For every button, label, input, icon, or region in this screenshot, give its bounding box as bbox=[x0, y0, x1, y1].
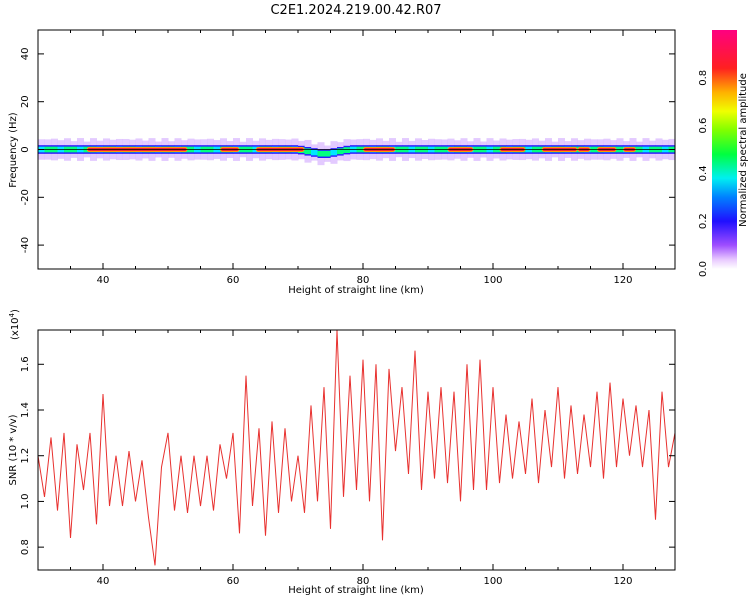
colorbar-tick-label: 0.8 bbox=[698, 70, 709, 86]
heatmap-xtick-label: 100 bbox=[483, 275, 502, 286]
svg-text:(x104): (x104) bbox=[8, 309, 21, 340]
heatmap-ytick-label: 40 bbox=[20, 48, 31, 61]
colorbar-label: Normalized spectral amplitude bbox=[738, 73, 749, 227]
heatmap-panel: 40 60 80 100 120 -40 -20 0 20 40 Height of strai… bbox=[8, 29, 676, 296]
heatmap-core-cell bbox=[317, 150, 325, 157]
heatmap-core-cell bbox=[304, 148, 312, 155]
colorbar-tick-label: 0.4 bbox=[698, 165, 709, 181]
heatmap-core-cell bbox=[343, 147, 351, 153]
snr-xtick-label: 100 bbox=[483, 576, 502, 587]
colorbar-tick-label: 0.0 bbox=[698, 261, 709, 277]
snr-ytick-label: 0.8 bbox=[20, 539, 31, 555]
snr-series-line bbox=[38, 330, 675, 566]
colorbar: 0.0 0.2 0.4 0.6 0.8 Normalized spectral ampl… bbox=[698, 30, 749, 277]
colorbar-tick-label: 0.2 bbox=[698, 213, 709, 229]
colorbar-tick-label: 0.6 bbox=[698, 118, 709, 134]
snr-y-ticks: 0.8 1.0 1.2 1.4 1.6 bbox=[20, 356, 675, 555]
heatmap-xtick-label: 120 bbox=[613, 275, 632, 286]
heatmap-core-cell bbox=[337, 148, 344, 155]
colorbar-ticks: 0.0 0.2 0.4 0.6 0.8 bbox=[698, 70, 709, 277]
colorbar-gradient bbox=[712, 30, 737, 269]
heatmap-ytick-label: -20 bbox=[20, 189, 31, 205]
heatmap-core-cell bbox=[330, 149, 338, 156]
snr-x-ticks: 40 60 80 100 120 bbox=[37, 330, 656, 587]
heatmap-core-cell bbox=[324, 150, 331, 157]
figure-title: C2E1.2024.219.00.42.R07 bbox=[270, 3, 441, 18]
heatmap-core-cell bbox=[311, 149, 318, 156]
snr-scale-note-base: (x10 bbox=[10, 317, 21, 340]
snr-xtick-label: 120 bbox=[613, 576, 632, 587]
snr-line-marks bbox=[38, 330, 675, 566]
snr-scale-note: (x104) bbox=[8, 309, 21, 340]
snr-ytick-label: 1.0 bbox=[20, 493, 31, 509]
heatmap-xtick-label: 40 bbox=[97, 275, 110, 286]
snr-y-axis-label: SNR (10 * v/v) bbox=[8, 414, 19, 485]
snr-ytick-label: 1.6 bbox=[20, 356, 31, 372]
snr-ytick-label: 1.4 bbox=[20, 402, 31, 418]
snr-scale-note-exponent: 4 bbox=[8, 312, 16, 317]
snr-xtick-label: 40 bbox=[97, 576, 110, 587]
heatmap-marks bbox=[38, 138, 675, 166]
heatmap-x-axis-label: Height of straight line (km) bbox=[288, 285, 424, 296]
heatmap-xtick-label: 60 bbox=[227, 275, 240, 286]
snr-ytick-label: 1.2 bbox=[20, 448, 31, 464]
snr-plot-frame bbox=[37, 329, 676, 571]
heatmap-y-ticks: -40 -20 0 20 40 bbox=[20, 48, 675, 253]
snr-scale-note-close: ) bbox=[10, 309, 21, 313]
heatmap-y-axis-label: Frequency (Hz) bbox=[8, 112, 19, 188]
snr-panel: 40 60 80 100 120 0.8 1.0 1.2 1.4 1.6 Height of s… bbox=[8, 309, 676, 596]
heatmap-x-ticks: 40 60 80 100 120 bbox=[37, 30, 656, 286]
snr-x-axis-label: Height of straight line (km) bbox=[288, 585, 424, 596]
snr-xtick-label: 60 bbox=[227, 576, 240, 587]
heatmap-ytick-label: -40 bbox=[20, 237, 31, 253]
heatmap-xtick-label: 80 bbox=[357, 275, 370, 286]
snr-xtick-label: 80 bbox=[357, 576, 370, 587]
heatmap-ytick-label: 20 bbox=[20, 95, 31, 108]
heatmap-ytick-label: 0 bbox=[20, 146, 31, 152]
